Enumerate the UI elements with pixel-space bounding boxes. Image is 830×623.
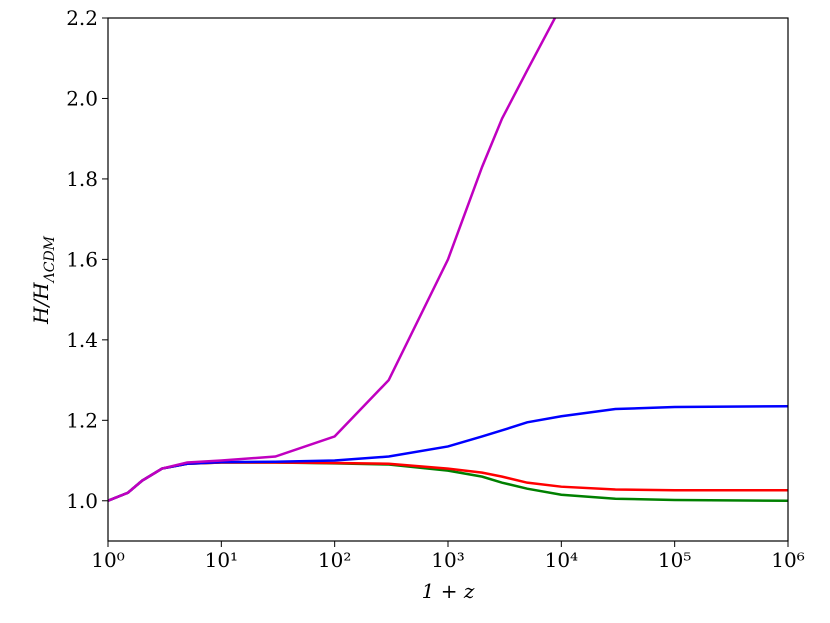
y-tick-label: 1.8	[66, 167, 98, 191]
y-tick-label: 1.2	[66, 408, 98, 432]
data-line	[108, 404, 788, 502]
y-tick-label: 2.2	[66, 6, 98, 30]
data-line	[108, 461, 788, 502]
data-line	[108, 18, 557, 502]
y-axis-label-subscript: ΛCDM	[42, 235, 58, 284]
x-tick-label: 10⁰	[91, 548, 124, 572]
plot-frame	[107, 17, 789, 542]
y-axis-label: H/HΛCDM	[29, 235, 58, 325]
y-tick-label: 1.0	[66, 489, 98, 513]
y-tick-label: 2.0	[66, 86, 98, 110]
x-tick-label: 10⁴	[545, 548, 578, 572]
x-tick-label: 10³	[431, 548, 464, 572]
y-tick-label: 1.6	[66, 247, 98, 271]
x-tick-label: 10⁵	[658, 548, 691, 572]
y-tick-label: 1.4	[66, 328, 98, 352]
x-axis-label: 1 + z	[422, 579, 475, 603]
x-tick-label: 10¹	[205, 548, 238, 572]
y-axis-label-main: H/H	[29, 282, 53, 325]
x-tick-label: 10⁶	[771, 548, 804, 572]
x-tick-label: 10²	[318, 548, 351, 572]
